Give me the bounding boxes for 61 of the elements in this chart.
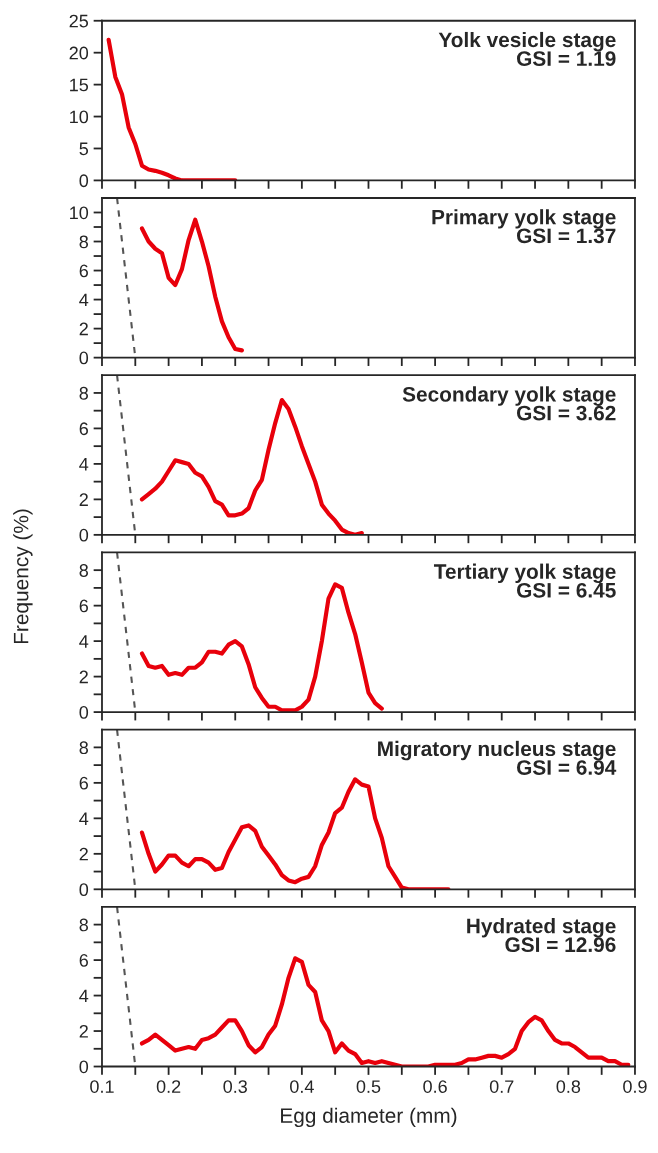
text: GSI = 6.45 (517, 582, 616, 598)
y-tick-label: 0 (79, 706, 89, 719)
y-tick-label: 2 (79, 670, 88, 684)
y-tick-label: 8 (79, 235, 89, 249)
x-tick-label: 0.8 (556, 1080, 581, 1093)
y-tick-label: 8 (79, 564, 89, 577)
y-tick-label: 2 (79, 847, 88, 861)
y-tick-label: 4 (79, 458, 89, 471)
y-axis-title: Frequency (%) (13, 509, 33, 644)
y-tick-label: 4 (79, 989, 89, 1003)
line-series (139, 217, 244, 353)
text: Hydrated stage (467, 918, 616, 938)
text: GSI = 1.37 (517, 228, 616, 244)
y-tick-label: 0 (79, 528, 89, 542)
y-tick-label: 6 (79, 599, 88, 613)
text: Primary yolk stage (432, 209, 616, 229)
y-tick-label: 15 (70, 78, 89, 92)
y-tick-label: 0 (79, 174, 89, 188)
text: Yolk vesicle stage (438, 31, 616, 52)
line-series (139, 956, 631, 1067)
y-tick-label: 2 (79, 322, 88, 336)
y-tick-label: 8 (79, 386, 89, 400)
y-tick-label: 4 (79, 635, 89, 648)
x-tick-label: 0.5 (356, 1080, 381, 1093)
x-axis-title: Egg diameter (mm) (281, 1107, 457, 1128)
y-tick-label: 0 (79, 1060, 89, 1074)
line-series (106, 37, 238, 181)
text: GSI = 1.19 (517, 51, 616, 66)
y-tick-label: 5 (79, 142, 89, 156)
x-tick-label: 0.2 (156, 1080, 181, 1093)
x-tick-label: 0.9 (623, 1080, 647, 1093)
y-tick-label: 6 (79, 776, 88, 790)
line-series (139, 582, 384, 713)
text: GSI = 12.96 (505, 937, 616, 953)
y-tick-label: 4 (79, 293, 89, 307)
x-tick-label: 0.6 (423, 1080, 447, 1093)
y-tick-label: 2 (79, 493, 88, 506)
y-tick-label: 6 (79, 422, 88, 436)
x-tick-label: 0.7 (489, 1080, 514, 1093)
text: Tertiary yolk stage (433, 563, 616, 584)
y-tick-label: 4 (79, 812, 89, 825)
text: GSI = 6.94 (517, 760, 617, 775)
x-tick-label: 0.1 (90, 1080, 114, 1093)
y-tick-label: 10 (70, 206, 89, 220)
y-tick-label: 0 (79, 351, 89, 365)
y-tick-label: 2 (79, 1024, 88, 1038)
text: Migratory nucleus stage (378, 740, 616, 761)
y-tick-label: 10 (70, 110, 89, 124)
line-series (139, 397, 364, 535)
text: Secondary yolk stage (402, 386, 616, 406)
y-tick-label: 20 (69, 46, 89, 60)
y-tick-label: 0 (79, 883, 89, 897)
line-series (139, 777, 451, 890)
y-tick-label: 6 (79, 264, 88, 278)
x-tick-label: 0.3 (223, 1080, 247, 1093)
y-tick-label: 8 (79, 918, 89, 932)
y-tick-label: 8 (79, 741, 89, 755)
text: GSI = 3.62 (517, 405, 616, 421)
y-tick-label: 6 (79, 954, 88, 967)
y-tick-label: 25 (69, 14, 89, 28)
x-tick-label: 0.4 (290, 1080, 314, 1093)
